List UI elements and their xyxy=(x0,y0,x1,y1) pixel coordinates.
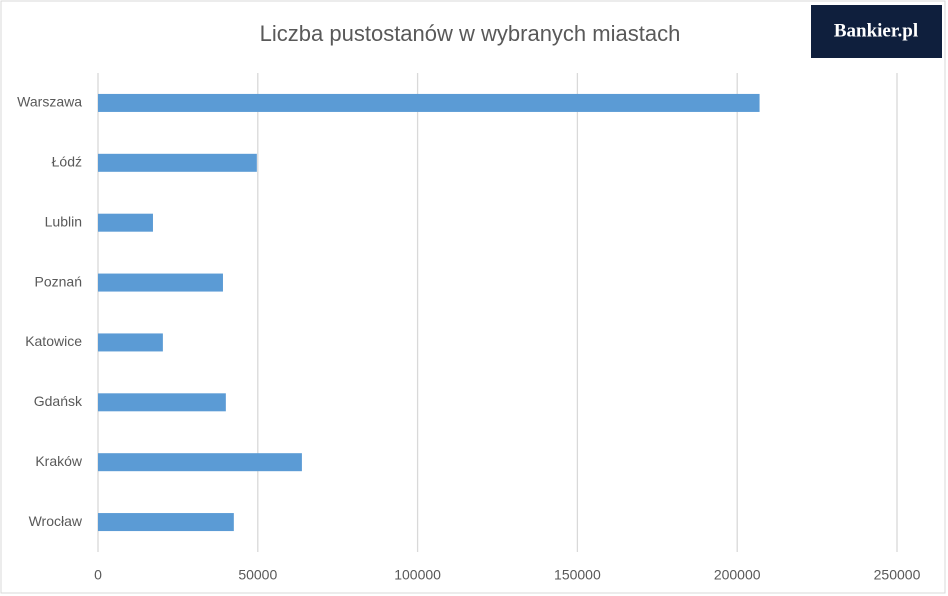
y-tick-label: Lublin xyxy=(45,213,82,229)
x-tick-label: 100000 xyxy=(394,567,441,583)
y-tick-label: Wrocław xyxy=(29,513,83,529)
logo: Bankier.pl xyxy=(834,20,918,41)
x-tick-label: 250000 xyxy=(874,567,921,583)
y-tick-label: Poznań xyxy=(35,273,82,289)
y-tick-label: Kraków xyxy=(35,453,83,469)
bar xyxy=(98,273,223,292)
y-tick-label: Warszawa xyxy=(17,94,82,110)
chart-title: Liczba pustostanów w wybranych miastach xyxy=(260,21,681,46)
x-tick-label: 0 xyxy=(94,567,102,583)
bar xyxy=(98,153,257,172)
bar xyxy=(98,333,163,352)
bar xyxy=(98,513,234,532)
bar xyxy=(98,93,760,112)
bar xyxy=(98,393,226,412)
bar xyxy=(98,453,302,472)
logo-box xyxy=(811,5,942,58)
y-tick-label: Katowice xyxy=(25,333,82,349)
x-tick-label: 200000 xyxy=(714,567,761,583)
x-tick-label: 150000 xyxy=(554,567,601,583)
y-tick-label: Łódź xyxy=(52,154,82,170)
bar xyxy=(98,213,153,232)
x-tick-label: 50000 xyxy=(238,567,277,583)
y-tick-label: Gdańsk xyxy=(34,393,83,409)
